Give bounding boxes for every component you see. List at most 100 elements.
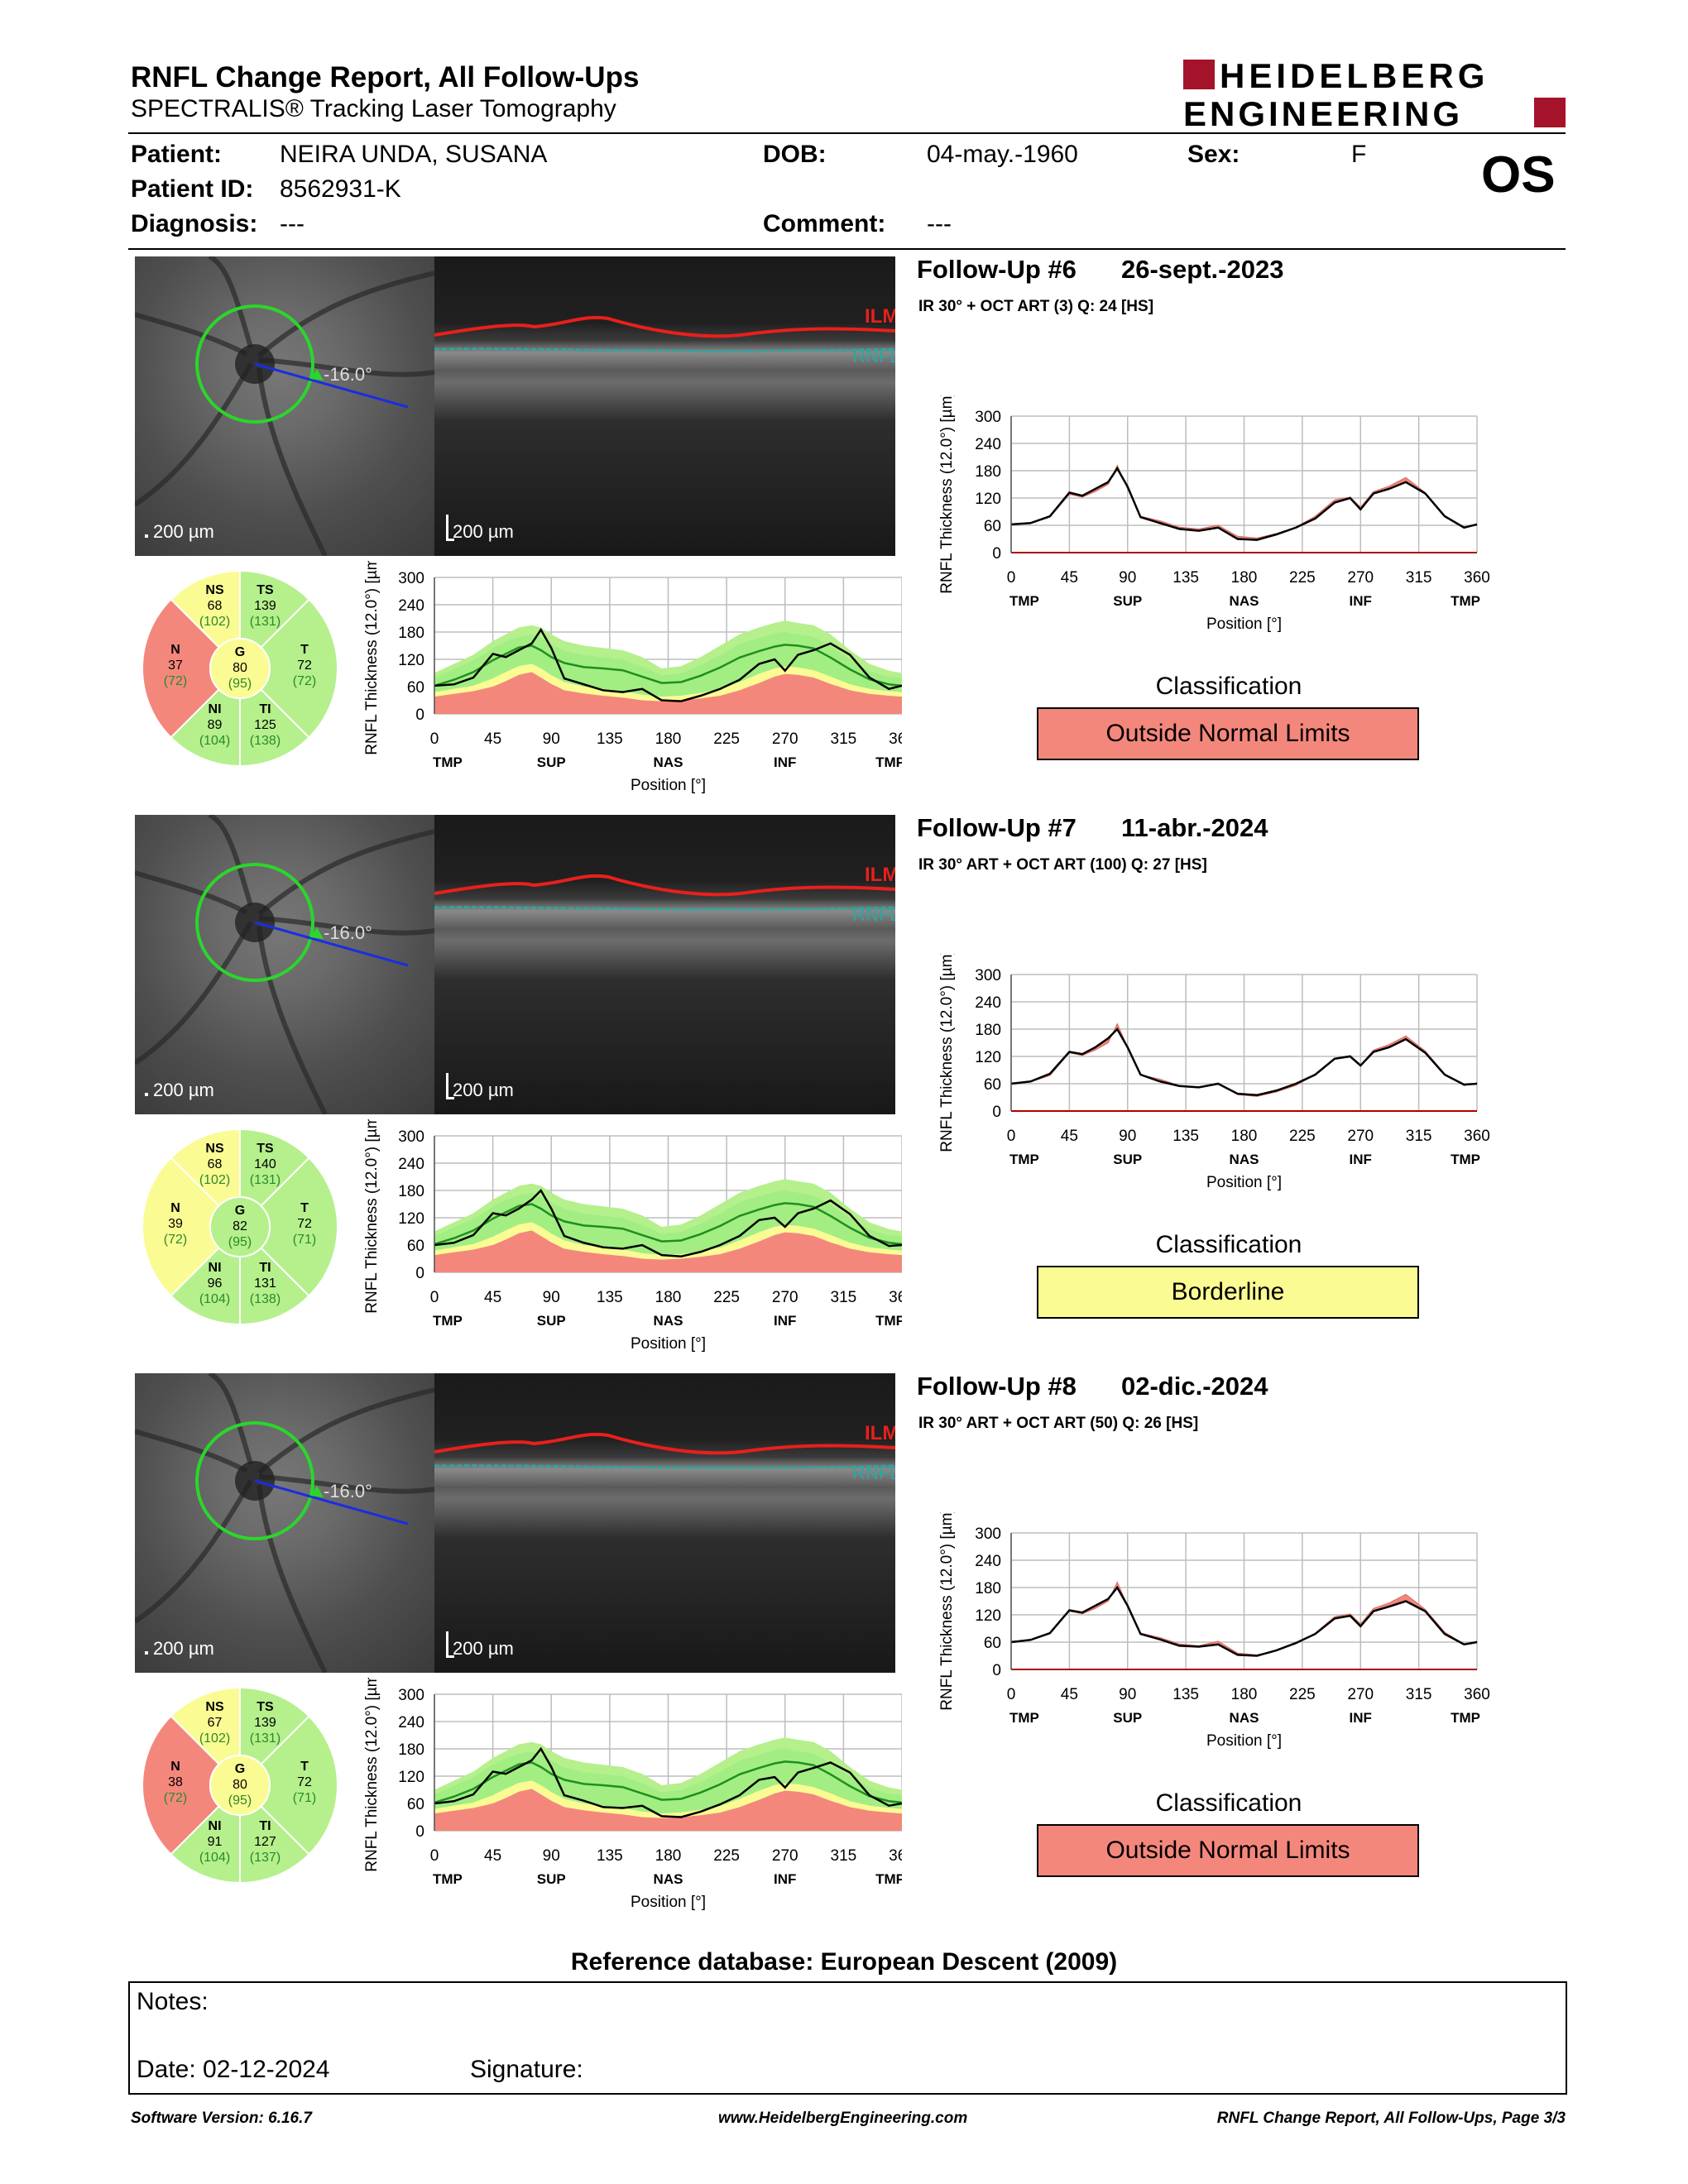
sector-value: 68 — [208, 1157, 223, 1171]
x-tick-label: 180 — [1231, 1686, 1258, 1703]
sector-value: 96 — [208, 1276, 223, 1291]
y-tick-label: 240 — [398, 1156, 424, 1173]
x-tick-label: 360 — [889, 730, 902, 748]
band-normal-outer — [434, 1179, 902, 1236]
x-tick-label: 270 — [1347, 569, 1374, 587]
scan-direction-line — [254, 1479, 409, 1525]
sector-label: SUP — [537, 1871, 566, 1887]
x-tick-label: 180 — [655, 1847, 682, 1865]
y-tick-label: 300 — [398, 1687, 424, 1704]
sector-name: TS — [257, 1142, 274, 1156]
x-tick-label: 315 — [1406, 1686, 1432, 1703]
fundus-scale-label: 200 µm — [153, 521, 214, 542]
x-tick-label: 45 — [1061, 1128, 1078, 1145]
y-tick-label: 300 — [398, 1128, 424, 1146]
comment-label: Comment: — [763, 210, 886, 237]
x-tick-label: 45 — [484, 1289, 501, 1306]
sector-label: INF — [774, 1871, 796, 1887]
classification-badge: Borderline — [1037, 1266, 1419, 1319]
sector-value: 72 — [297, 659, 312, 673]
sector-label: INF — [774, 754, 796, 770]
x-tick-label: 0 — [430, 1289, 439, 1306]
x-tick-label: 45 — [1061, 1686, 1078, 1703]
band-outside — [434, 1789, 902, 1831]
oct-bscan-image: ILM RNFL 200 µm — [434, 256, 895, 556]
x-tick-label: 135 — [597, 1289, 623, 1306]
y-tick-label: 240 — [398, 597, 424, 615]
x-tick-label: 270 — [1347, 1128, 1374, 1145]
sector-ref: (71) — [293, 1791, 316, 1805]
band-outside — [434, 1230, 902, 1272]
sector-label: SUP — [1113, 1710, 1142, 1726]
ilm-label: ILM — [865, 864, 895, 886]
sector-label: TMP — [875, 754, 902, 770]
classification-badge: Outside Normal Limits — [1037, 707, 1419, 760]
scan-direction-line — [254, 921, 409, 967]
website-link[interactable]: www.HeidelbergEngineering.com — [718, 2110, 968, 2127]
angle-label: -16.0° — [324, 1481, 372, 1502]
y-tick-label: 0 — [415, 1823, 424, 1841]
normative-chart: 0 60 120 180 240 300 0 45 90 135 180 225 270 315 360 TM… — [363, 1678, 902, 1911]
x-tick-label: 90 — [543, 1289, 560, 1306]
classification-label: Classification — [1155, 1231, 1302, 1258]
y-tick-label: 120 — [975, 491, 1001, 508]
fundus-scale-label: 200 µm — [153, 1638, 214, 1659]
scan-circle — [195, 1421, 314, 1540]
y-axis-label: RNFL Thickness (12.0°) [µm] — [363, 1119, 381, 1314]
follow-up-title: Follow-Up #8 — [917, 1372, 1077, 1401]
measurement-line — [434, 627, 902, 702]
y-tick-label: 0 — [415, 1265, 424, 1282]
sector-name: NI — [209, 702, 222, 716]
sector-label: SUP — [537, 754, 566, 770]
sector-name: T — [300, 1760, 309, 1774]
angle-label: -16.0° — [324, 364, 372, 385]
fundus-image: -16.0° 200 µm — [135, 256, 434, 556]
sector-label: NAS — [1230, 1152, 1259, 1167]
oct-bscan-image: ILM RNFL 200 µm — [434, 1373, 895, 1673]
sector-g — [209, 1755, 271, 1816]
sector-value: 38 — [168, 1775, 183, 1789]
y-tick-label: 180 — [975, 1022, 1001, 1039]
sector-ref: (104) — [199, 1851, 230, 1865]
signature-label: Signature: — [470, 2056, 583, 2083]
rnfl-label: RNFL — [852, 904, 895, 925]
sector-name: NI — [209, 1261, 222, 1275]
sector-value: 91 — [208, 1835, 223, 1849]
sector-ref: (71) — [293, 1233, 316, 1247]
x-tick-label: 90 — [543, 730, 560, 748]
scan-circle — [195, 304, 314, 424]
x-tick-label: 180 — [1231, 569, 1258, 587]
rnfl-line — [434, 1464, 895, 1469]
x-tick-label: 225 — [713, 730, 740, 748]
x-tick-label: 315 — [831, 1847, 857, 1865]
x-tick-label: 45 — [1061, 569, 1078, 587]
header-divider-bottom — [128, 248, 1566, 250]
sector-ref: (131) — [250, 1731, 281, 1746]
sector-ref: (72) — [164, 674, 187, 688]
sector-label: TMP — [1009, 1152, 1039, 1167]
sector-name: NI — [209, 1819, 222, 1833]
x-tick-label: 225 — [713, 1289, 740, 1306]
reference-database: Reference database: European Descent (20… — [570, 1948, 1118, 1976]
sector-ref: (131) — [250, 615, 281, 629]
fundus-image: -16.0° 200 µm — [135, 1373, 434, 1673]
sector-ref: (95) — [228, 677, 252, 691]
sector-value: 82 — [233, 1219, 247, 1233]
acquisition-info: IR 30° ART + OCT ART (50) Q: 26 [HS] — [918, 1415, 1199, 1432]
y-tick-label: 60 — [407, 1238, 424, 1255]
y-axis-label: RNFL Thickness (12.0°) [µm] — [938, 1512, 956, 1711]
measurement-line — [1010, 1585, 1478, 1657]
sector-ref: (137) — [250, 1851, 281, 1865]
normative-section: T72(72)TS139(131)NS68(102)N37(72)NI89(10… — [141, 561, 902, 794]
sector-g — [209, 638, 271, 699]
change-chart: 0 60 120 180 240 300 0 45 90 135 180 225 270 315 360 TM… — [938, 1512, 1490, 1750]
follow-up-date: 02-dic.-2024 — [1121, 1372, 1268, 1401]
patient-id-label: Patient ID: — [131, 175, 254, 203]
sector-value: 68 — [208, 599, 223, 613]
x-tick-label: 0 — [430, 730, 439, 748]
x-tick-label: 315 — [831, 1289, 857, 1306]
x-axis-label: Position [°] — [1206, 615, 1282, 633]
notes-box[interactable] — [128, 1981, 1567, 2095]
band-normal-outer — [434, 620, 902, 678]
x-tick-label: 225 — [713, 1847, 740, 1865]
